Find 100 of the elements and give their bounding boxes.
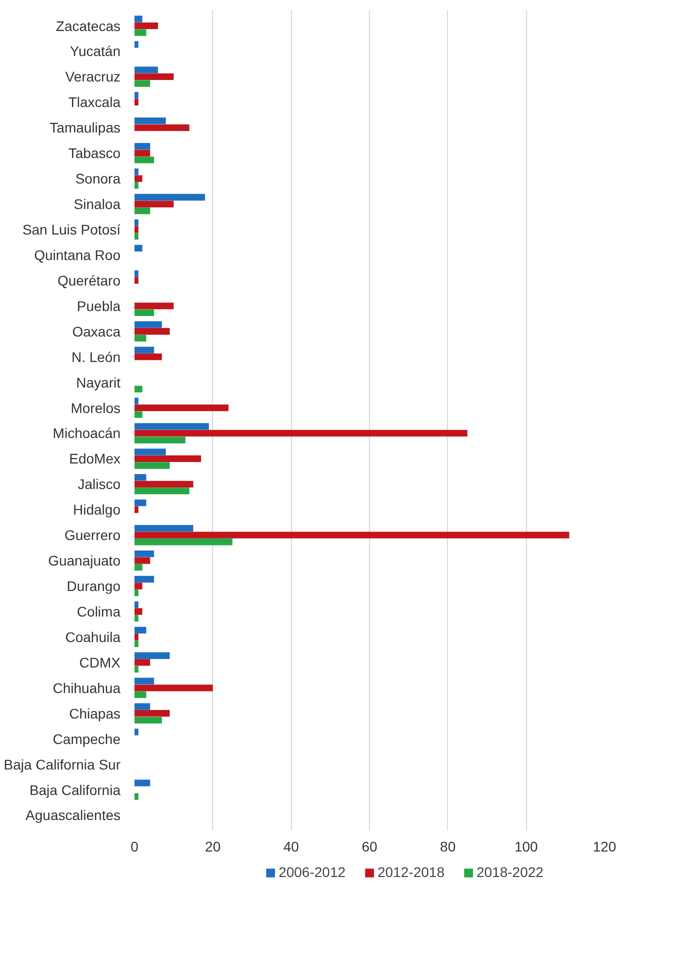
bar (134, 200, 174, 208)
y-tick-label: Sinaloa (74, 196, 121, 212)
bar (134, 66, 158, 74)
bar (134, 659, 150, 666)
y-tick-label: Colima (76, 603, 121, 620)
bar (134, 793, 138, 800)
bar (134, 156, 154, 164)
bar (134, 780, 150, 786)
bar (134, 703, 150, 710)
bar (134, 455, 202, 462)
bar (134, 550, 154, 558)
y-tick-label: Querétaro (57, 272, 121, 288)
bar (134, 354, 162, 360)
bar (134, 22, 158, 30)
bar (134, 219, 138, 226)
bar (134, 691, 146, 698)
x-tick-label: 60 (362, 838, 378, 854)
bar (134, 436, 186, 444)
y-tick-label: Baja California (29, 782, 121, 798)
bar (134, 80, 150, 87)
y-tick-label: Aguascalientes (26, 807, 120, 824)
bar (134, 208, 150, 214)
y-tick-label: Puebla (76, 298, 121, 314)
y-tick-label: Yucatán (70, 43, 121, 60)
bar (134, 576, 154, 583)
bar (134, 41, 138, 48)
bar (134, 16, 142, 22)
y-tick-label: Guerrero (64, 527, 121, 544)
y-tick-label: Nayarit (76, 374, 121, 390)
y-tick-label: Chihuahua (52, 680, 121, 696)
x-tick-label: 0 (130, 838, 139, 854)
bar (134, 601, 138, 608)
bar (134, 98, 138, 106)
legend-label: 2018-2022 (476, 864, 544, 880)
y-tick-label: Hidalgo (73, 502, 121, 518)
bar (134, 488, 190, 494)
bar (134, 589, 138, 596)
bar (134, 506, 138, 513)
y-tick-label: Baja California Sur (4, 756, 121, 772)
bar (134, 728, 138, 736)
y-tick-label: San Luis Potosí (22, 222, 121, 238)
bar (134, 500, 146, 506)
bar (134, 150, 150, 156)
y-tick-label: Quintana Roo (34, 246, 121, 263)
bar (134, 462, 170, 469)
bar (134, 474, 146, 481)
bar (134, 124, 190, 131)
bar (134, 309, 154, 316)
bar (134, 710, 170, 717)
y-tick-label: Tamaulipas (50, 120, 121, 136)
y-tick-label: Jalisco (78, 476, 121, 492)
bar (134, 626, 146, 634)
bar (134, 430, 468, 437)
bar (134, 614, 138, 622)
bar (134, 175, 142, 182)
bar (134, 564, 142, 571)
y-tick-label: EdoMex (69, 450, 120, 467)
bar (134, 168, 138, 176)
bar (134, 524, 194, 532)
bar (134, 182, 138, 189)
bar (134, 411, 142, 418)
y-tick-label: Campeche (52, 730, 121, 747)
bar (134, 532, 570, 538)
bar (134, 232, 138, 240)
y-tick-label: Coahuila (65, 628, 121, 645)
bar (134, 404, 228, 412)
y-tick-label: Morelos (70, 400, 121, 416)
x-tick-label: 80 (440, 838, 456, 854)
bar (134, 634, 138, 640)
bar (134, 684, 213, 692)
bar (134, 398, 138, 404)
bar (134, 277, 138, 284)
x-tick-label: 100 (514, 838, 538, 854)
bar (134, 678, 154, 684)
bar (134, 118, 166, 124)
bar (134, 321, 162, 328)
bar (134, 480, 194, 488)
y-tick-label: Guanajuato (48, 552, 121, 569)
y-tick-label: Tlaxcala (68, 94, 121, 110)
bar (134, 423, 209, 430)
y-tick-label: Tabasco (68, 145, 121, 162)
bar (134, 270, 138, 277)
x-tick-label: 40 (283, 838, 300, 854)
legend-label: 2006-2012 (278, 864, 346, 880)
bar (134, 92, 138, 99)
y-tick-label: CDMX (79, 654, 122, 670)
y-tick-label: Sonora (75, 170, 121, 187)
y-tick-label: Veracruz (65, 68, 120, 85)
x-tick-label: 120 (592, 838, 616, 854)
y-tick-label: Oaxaca (72, 323, 121, 340)
bar (134, 652, 170, 659)
bar (134, 608, 142, 615)
y-tick-label: Durango (66, 578, 121, 594)
bar (134, 448, 166, 456)
bar (134, 666, 138, 673)
bar (134, 29, 146, 36)
y-tick-label: Chiapas (69, 705, 121, 722)
bar (134, 557, 150, 564)
bar (134, 334, 146, 342)
bar (134, 142, 150, 150)
